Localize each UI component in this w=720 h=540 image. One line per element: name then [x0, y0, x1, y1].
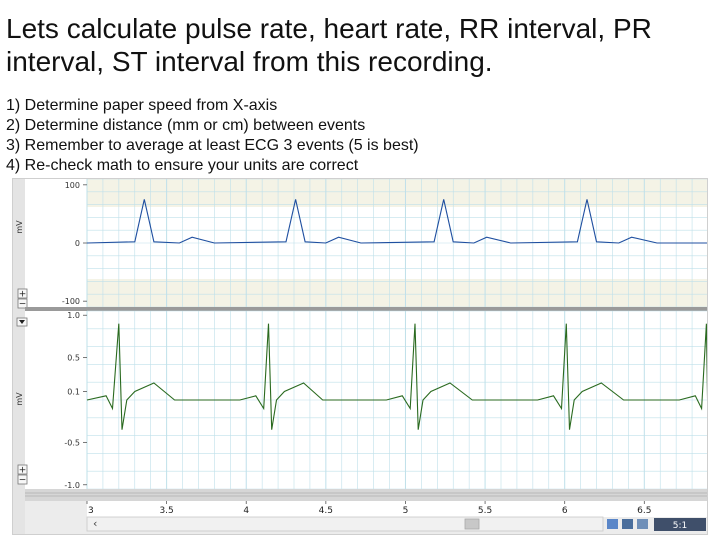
y-tick-label: 1.0	[67, 311, 80, 320]
top-channel-band	[87, 279, 707, 307]
top-channel-unit-label: mV	[15, 220, 24, 234]
minus-icon: −	[19, 300, 27, 310]
bottom-channel-tick-labels: 1.0 0.5 0.1 -0.5 -1.0	[64, 311, 87, 490]
top-channel-grid	[86, 179, 707, 308]
x-axis-tick-labels: 3 3.5 4 4.5 5 5.5 6 6.5	[86, 501, 651, 516]
zoom-ratio-label: 5:1	[673, 521, 687, 531]
instruction-step: 3) Remember to average at least ECG 3 ev…	[6, 137, 419, 154]
triangle-down-icon	[19, 320, 25, 324]
x-tick-label: 6	[562, 506, 568, 516]
ecg-recorder-window: 100 0 -100 mV + − 1.0 0.5 0.1 -0.5 -1.0 mV	[12, 178, 708, 535]
instruction-step: 1) Determine paper speed from X-axis	[6, 97, 278, 114]
bottom-channel-trace	[86, 323, 707, 430]
bottom-channel-zoom-in-button[interactable]: +	[17, 464, 28, 476]
top-channel-zoom-out-button[interactable]: −	[17, 298, 28, 310]
x-tick-label: 3.5	[159, 506, 173, 516]
plus-icon: +	[19, 466, 27, 476]
instruction-step: 2) Determine distance (mm or cm) between…	[6, 117, 366, 134]
horizontal-scrollbar[interactable]	[86, 516, 604, 532]
minus-icon: −	[19, 476, 27, 486]
x-tick-label: 5	[403, 506, 409, 516]
ecg-chart: 100 0 -100 mV + − 1.0 0.5 0.1 -0.5 -1.0 mV	[13, 179, 708, 534]
top-channel: 100 0 -100 mV	[15, 179, 707, 308]
channel-collapse-button[interactable]	[16, 317, 28, 327]
top-channel-tick-labels: 100 0 -100	[62, 181, 87, 306]
x-tick-label: 3	[88, 506, 94, 516]
zoom-ratio-box[interactable]	[654, 518, 706, 531]
bottom-channel-grid	[86, 310, 707, 490]
y-tick-label: -100	[62, 297, 80, 306]
zoom-in-icon[interactable]	[622, 519, 633, 529]
x-tick-label: 4.5	[319, 506, 333, 516]
zoom-out-icon[interactable]	[607, 519, 618, 529]
x-tick-label: 5.5	[478, 506, 492, 516]
top-channel-trace	[86, 199, 707, 244]
plus-icon: +	[19, 290, 27, 300]
y-tick-label: -1.0	[64, 481, 80, 490]
channel-splitter[interactable]	[25, 307, 708, 311]
bottom-channel-unit-label: mV	[15, 392, 24, 406]
y-tick-label: 0.5	[67, 354, 80, 363]
scroll-left-icon[interactable]: ‹	[93, 517, 97, 530]
top-channel-band	[87, 179, 707, 207]
x-axis-strip	[87, 501, 707, 517]
y-tick-label: 0	[75, 239, 80, 248]
zoom-fit-icon[interactable]	[637, 519, 648, 529]
y-axis-panel	[25, 179, 87, 489]
bottom-channel: 1.0 0.5 0.1 -0.5 -1.0 mV	[15, 310, 707, 490]
instruction-step: 4) Re-check math to ensure your units ar…	[6, 157, 359, 174]
instruction-list: 1) Determine paper speed from X-axis 2) …	[6, 96, 419, 176]
y-tick-label: -0.5	[64, 438, 80, 447]
scrollbar-thumb[interactable]	[464, 518, 480, 530]
left-control-strip	[13, 179, 25, 534]
slide-title: Lets calculate pulse rate, heart rate, R…	[6, 13, 652, 77]
bottom-channel-zoom-out-button[interactable]: −	[17, 474, 28, 486]
zoom-controls: 5:1	[607, 518, 706, 531]
y-tick-label: 100	[65, 181, 80, 190]
x-tick-label: 6.5	[637, 506, 651, 516]
y-tick-label: 0.1	[67, 388, 80, 397]
x-tick-label: 4	[243, 506, 249, 516]
top-channel-zoom-in-button[interactable]: +	[17, 288, 28, 300]
channel-resize-bar[interactable]	[25, 489, 708, 501]
